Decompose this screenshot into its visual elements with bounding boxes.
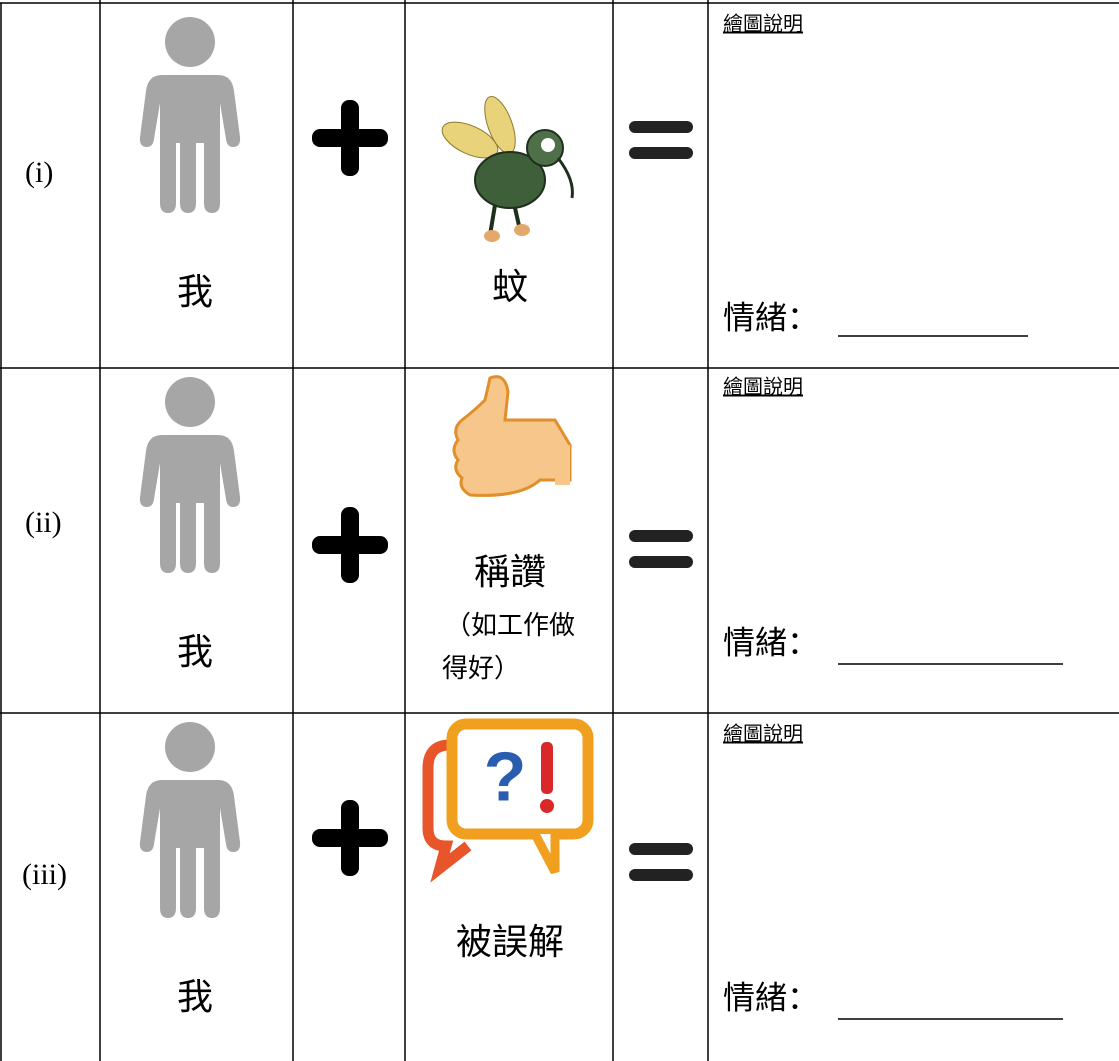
plus-sign bbox=[312, 800, 388, 876]
item-label: 稱讚 bbox=[474, 552, 546, 593]
caption: 繪圖說明 bbox=[723, 722, 803, 746]
mosquito-icon bbox=[441, 96, 574, 242]
item-note: （如工作做 bbox=[445, 611, 575, 641]
person-icon bbox=[139, 377, 241, 573]
row-label: (ii) bbox=[25, 506, 62, 539]
row-label: (i) bbox=[25, 156, 53, 189]
row-label: (iii) bbox=[22, 858, 67, 891]
person-label: 我 bbox=[177, 272, 213, 313]
person-label: 我 bbox=[177, 977, 213, 1018]
emotion-label: 情緒： bbox=[723, 624, 819, 662]
caption: 繪圖說明 bbox=[723, 12, 803, 36]
equals-sign bbox=[629, 530, 693, 568]
equals-sign bbox=[629, 121, 693, 159]
item-label: 蚊 bbox=[492, 267, 528, 308]
emotion-label: 情緒： bbox=[723, 979, 819, 1017]
thumbs-up-icon bbox=[452, 375, 572, 497]
person-label: 我 bbox=[177, 632, 213, 673]
caption: 繪圖說明 bbox=[723, 375, 803, 399]
plus-sign bbox=[312, 100, 388, 176]
equals-sign bbox=[629, 843, 693, 881]
emotion-label: 情緒： bbox=[723, 299, 819, 337]
svg-text:?: ? bbox=[484, 737, 527, 815]
person-icon bbox=[139, 722, 241, 918]
item-label: 被誤解 bbox=[456, 922, 564, 963]
person-icon bbox=[139, 17, 241, 213]
speech-bubbles-icon: ? bbox=[422, 718, 594, 883]
item-note: 得好） bbox=[442, 654, 520, 684]
plus-sign bbox=[312, 507, 388, 583]
